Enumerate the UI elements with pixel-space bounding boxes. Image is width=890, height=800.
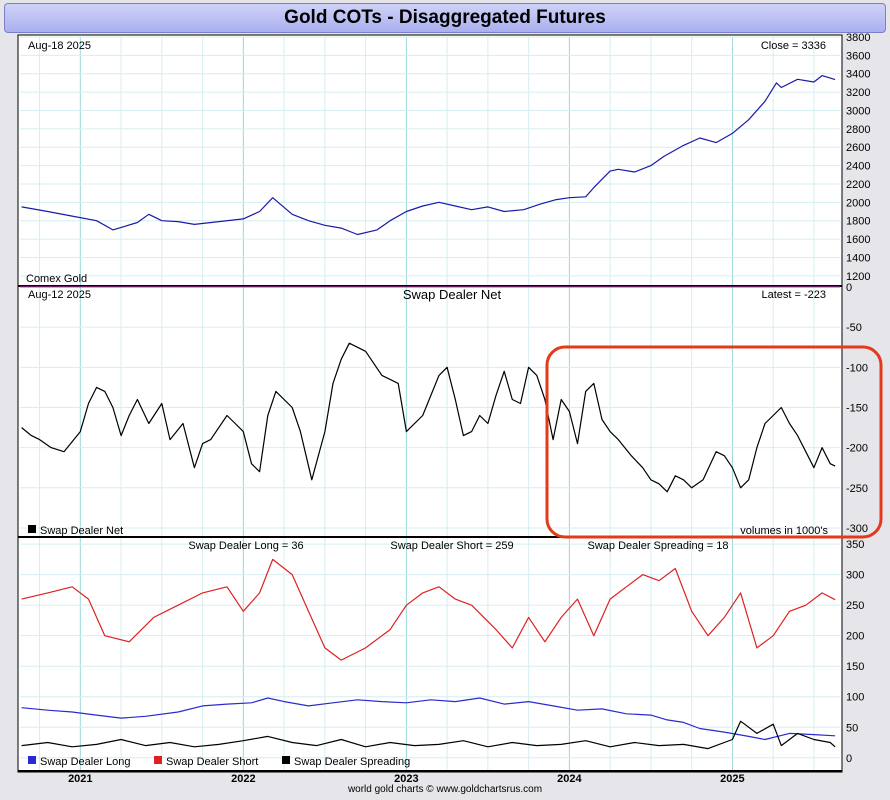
- legend-swatch: [28, 756, 36, 764]
- highlight-box: [545, 345, 883, 539]
- y-tick-label: 100: [846, 692, 864, 704]
- y-tick-label: 350: [846, 539, 864, 551]
- volumes-label: volumes in 1000's: [740, 525, 828, 537]
- price-close-label: Close = 3336: [761, 40, 826, 52]
- price-line: [21, 75, 836, 236]
- legend-label: Swap Dealer Spreading: [294, 756, 410, 768]
- legend-label: Swap Dealer Long: [40, 756, 131, 768]
- legend-label: Swap Dealer Short: [166, 756, 258, 768]
- x-tick-label: 2021: [68, 773, 92, 785]
- net-latest-label: Latest = -223: [761, 289, 826, 301]
- y-tick-label: 2200: [846, 179, 870, 191]
- swap-net-line: [21, 342, 836, 493]
- y-tick-label: 0: [846, 753, 852, 765]
- y-tick-label: 250: [846, 600, 864, 612]
- y-tick-label: 1200: [846, 271, 870, 283]
- series-swap-dealer-spreading: [21, 720, 836, 750]
- legend-swatch: [154, 756, 162, 764]
- series-swap-dealer-long: [21, 697, 836, 741]
- positions-header-label: Swap Dealer Spreading = 18: [588, 540, 729, 552]
- y-tick-label: -200: [846, 443, 868, 455]
- y-tick-label: 3600: [846, 50, 870, 62]
- series-lines: [21, 75, 836, 750]
- panels: [17, 34, 843, 773]
- series-swap-dealer-short: [21, 558, 836, 661]
- x-tick-label: 2022: [231, 773, 255, 785]
- y-tick-label: 3200: [846, 87, 870, 99]
- plot-area: [17, 34, 843, 773]
- y-tick-label: 200: [846, 631, 864, 643]
- legend-swatch: [282, 756, 290, 764]
- y-tick-label: 50: [846, 722, 858, 734]
- y-tick-label: -300: [846, 523, 868, 535]
- highlight-layer: [545, 345, 883, 539]
- positions-header-label: Swap Dealer Short = 259: [390, 540, 513, 552]
- y-tick-label: 3000: [846, 105, 870, 117]
- y-tick-label: 300: [846, 570, 864, 582]
- y-tick-label: 1800: [846, 216, 870, 228]
- net-panel-title: Swap Dealer Net: [403, 287, 502, 302]
- y-tick-label: 2800: [846, 124, 870, 136]
- net-legend-label: Swap Dealer Net: [40, 525, 123, 537]
- y-tick-label: -150: [846, 402, 868, 414]
- y-tick-label: -100: [846, 362, 868, 374]
- price-source-label: Comex Gold: [26, 273, 87, 285]
- footer-credit: world gold charts © www.goldchartsrus.co…: [347, 784, 543, 795]
- y-tick-label: -250: [846, 483, 868, 495]
- y-tick-label: 2000: [846, 197, 870, 209]
- y-tick-label: 2400: [846, 161, 870, 173]
- x-tick-label: 2025: [720, 773, 744, 785]
- y-tick-label: 150: [846, 661, 864, 673]
- positions-header-label: Swap Dealer Long = 36: [188, 540, 303, 552]
- y-tick-label: 3400: [846, 69, 870, 81]
- chart-text: 1200140016001800200022002400260028003000…: [26, 32, 870, 785]
- y-tick-label: -50: [846, 322, 862, 334]
- x-tick-label: 2023: [394, 773, 418, 785]
- gridlines: [20, 36, 840, 770]
- y-tick-label: 1600: [846, 234, 870, 246]
- y-tick-label: 1400: [846, 252, 870, 264]
- x-tick-label: 2024: [557, 773, 582, 785]
- y-tick-label: 2600: [846, 142, 870, 154]
- y-tick-label: 0: [846, 282, 852, 294]
- title-bar: Gold COTs - Disaggregated Futures: [4, 3, 886, 33]
- chart-title: Gold COTs - Disaggregated Futures: [284, 7, 606, 28]
- price-date-label: Aug-18 2025: [28, 40, 91, 52]
- net-date-label: Aug-12 2025: [28, 289, 91, 301]
- y-tick-label: 3800: [846, 32, 870, 44]
- net-legend-swatch: [28, 525, 36, 533]
